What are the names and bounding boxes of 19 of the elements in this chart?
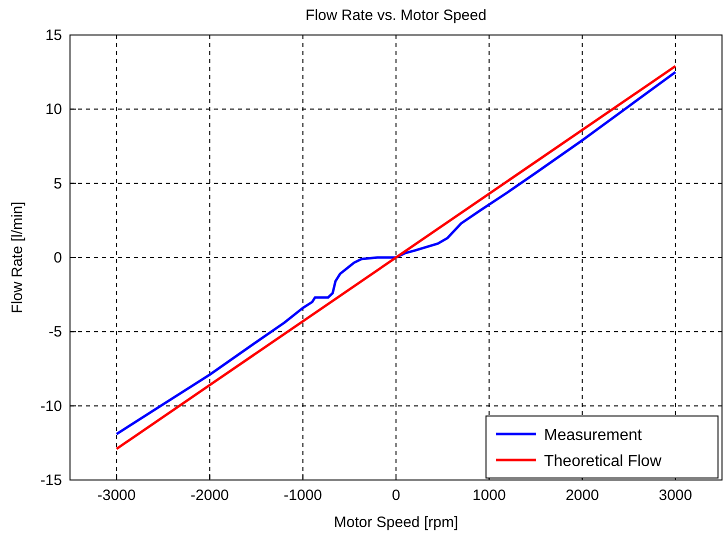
y-tick-label: 15 [45, 27, 62, 44]
y-tick-label: 5 [54, 175, 62, 192]
y-tick-label: 0 [54, 250, 62, 266]
y-tick-label: 10 [45, 101, 62, 118]
y-tick-label: -15 [40, 472, 62, 489]
x-tick-label: -3000 [97, 487, 136, 504]
x-tick-label: 0 [392, 487, 400, 504]
y-axis-title: Flow Rate [l/min] [9, 202, 26, 314]
x-axis-title: Motor Speed [rpm] [334, 514, 458, 531]
y-tick-label: -5 [48, 324, 62, 341]
x-tick-label: 1000 [472, 487, 506, 504]
x-tick-label: 2000 [566, 487, 599, 504]
x-tick-label: -1000 [284, 487, 322, 504]
y-tick-label: -10 [40, 398, 62, 415]
chart-title: Flow Rate vs. Motor Speed [306, 7, 486, 24]
legend-label: Theoretical Flow [544, 453, 662, 470]
x-tick-label: 3000 [658, 487, 692, 504]
legend-label: Measurement [544, 427, 642, 444]
x-tick-label: -2000 [190, 487, 229, 504]
